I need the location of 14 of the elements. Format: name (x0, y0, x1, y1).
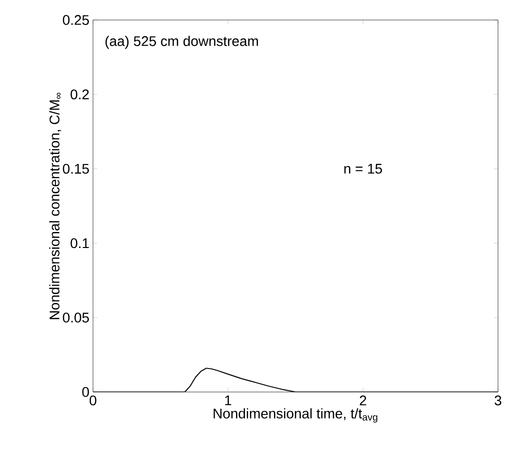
y-tick-label: 0.2 (70, 89, 89, 100)
annotation: n = 15 (344, 164, 382, 174)
y-tick-label: 0 (82, 387, 89, 397)
x-tick-label: 0 (90, 396, 96, 406)
y-tick-label: 0.25 (62, 15, 89, 25)
x-tick-label: 3 (494, 396, 502, 406)
x-tick-label: 1 (225, 396, 232, 406)
y-tick-label: 0.05 (62, 312, 89, 323)
x-axis-title: Nondimensional time, t/t$_{avg}$ (214, 408, 378, 423)
annotation: (aa) 525 cm downstream (105, 36, 258, 49)
y-tick-label: 0.1 (70, 238, 89, 248)
y-tick-label: 0.15 (62, 164, 89, 174)
y-axis-title: Nondimensional concentration, C/M$_{∞}$ (49, 92, 62, 320)
x-tick-label: 2 (360, 396, 366, 406)
